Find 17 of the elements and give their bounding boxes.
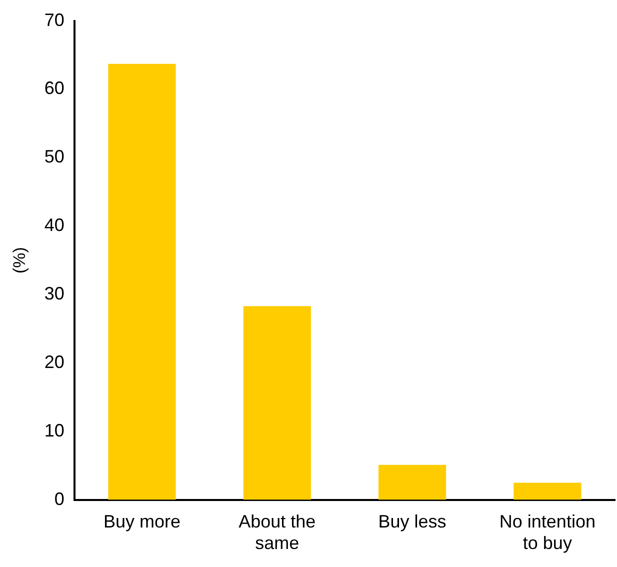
x-tick-label: No intention to buy (499, 512, 596, 554)
y-axis-title: (%) (10, 247, 29, 274)
y-tick-label: 70 (44, 10, 64, 30)
y-tick-label: 30 (44, 283, 64, 304)
x-tick-label: Buy less (378, 512, 446, 532)
y-tick-label: 40 (44, 215, 64, 236)
bar (243, 306, 311, 500)
y-tick-label: 50 (44, 146, 64, 167)
bar (514, 482, 582, 500)
y-tick-label: 10 (44, 420, 64, 440)
y-tick-label: 20 (44, 352, 64, 372)
y-tick-label: 0 (54, 488, 64, 509)
bar (378, 464, 446, 500)
y-tick-label: 60 (44, 78, 64, 98)
bar (108, 64, 176, 500)
x-tick-label: About the same (238, 512, 316, 554)
x-tick-label: Buy more (103, 512, 181, 532)
